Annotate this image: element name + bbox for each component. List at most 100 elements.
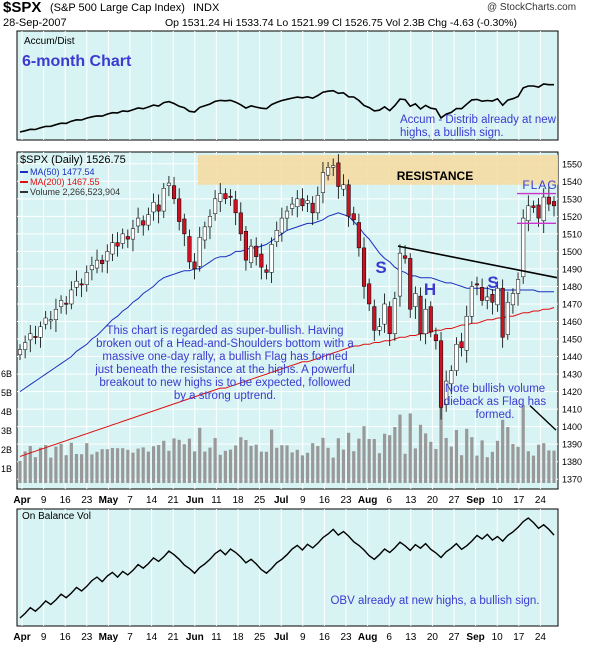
- candle-down: [310, 202, 315, 214]
- candle-up: [290, 203, 295, 209]
- volume-bar: [372, 439, 376, 483]
- volume-bar: [480, 440, 484, 483]
- volume-bar: [23, 451, 27, 483]
- volume-bar: [485, 457, 489, 483]
- candle-up: [541, 196, 546, 221]
- volume-bar: [382, 433, 387, 483]
- x-axis-label: 23: [340, 495, 352, 506]
- volume-bar: [526, 451, 530, 483]
- volume-bar: [239, 437, 243, 483]
- ohlc-readout: Op 1531.24 Hi 1533.74 Lo 1521.99 Cl 1526…: [165, 17, 517, 29]
- candle-down: [264, 269, 269, 273]
- volume-bar: [418, 424, 423, 483]
- x-axis-label-bottom: 20: [427, 632, 439, 643]
- candle-down: [474, 283, 480, 286]
- price-tick-label: 1440: [562, 352, 582, 362]
- volume-bar: [439, 398, 443, 483]
- candle-down: [238, 212, 243, 235]
- candle-down: [387, 306, 392, 335]
- candle-up: [105, 251, 110, 262]
- volume-bar: [347, 432, 351, 483]
- volume-dieback-arrow: [529, 405, 557, 431]
- candle-up: [48, 319, 53, 322]
- volume-bar: [542, 443, 546, 483]
- volume-tick-label: 1B: [1, 464, 12, 474]
- candle-up: [397, 252, 403, 297]
- volume-bar: [352, 451, 356, 483]
- x-axis-label: May: [99, 495, 119, 506]
- candle-up: [454, 344, 459, 371]
- volume-bar: [182, 444, 186, 483]
- volume-bar: [305, 452, 310, 483]
- candle-down: [536, 204, 541, 219]
- candle-down: [192, 261, 197, 270]
- price-tick-label: 1530: [562, 194, 582, 204]
- volume-tick-label: 5B: [1, 388, 12, 398]
- candle-down: [500, 287, 505, 338]
- volume-bar: [28, 446, 32, 483]
- volume-bar: [157, 445, 161, 483]
- volume-bar: [80, 454, 84, 483]
- x-axis-label-bottom: Jun: [186, 632, 204, 643]
- neckline: [397, 245, 558, 279]
- candle-down: [115, 242, 120, 247]
- candle-down: [79, 283, 84, 286]
- volume-bar: [100, 449, 104, 483]
- volume-tick-label: 4B: [1, 407, 12, 417]
- candle-up: [510, 293, 515, 306]
- main-note: This chart is regarded as super-bullish.…: [95, 325, 355, 402]
- candle-down: [228, 195, 233, 198]
- price-tick-label: 1370: [562, 475, 582, 485]
- volume-bar: [531, 455, 536, 483]
- x-axis-label: 14: [146, 495, 158, 506]
- candle-down: [243, 230, 248, 261]
- candle-up: [94, 259, 100, 269]
- candle-up: [505, 301, 510, 335]
- candle-down: [367, 283, 372, 305]
- candle-down: [551, 201, 557, 207]
- candle-down: [480, 287, 485, 301]
- x-axis-label-bottom: 14: [146, 632, 158, 643]
- price-tick-label: 1510: [562, 229, 582, 239]
- price-tick-label: 1400: [562, 422, 582, 432]
- volume-bar: [167, 450, 171, 483]
- volume-bar: [90, 454, 94, 483]
- x-axis-label-bottom: 25: [254, 632, 266, 643]
- accum-dist-label: Accum/Dist: [24, 36, 75, 47]
- candle-down: [259, 253, 264, 268]
- volume-bar: [470, 437, 474, 483]
- volume-bar: [234, 445, 238, 483]
- volume-bar: [249, 445, 253, 483]
- candle-up: [151, 202, 156, 213]
- x-axis-label: Jul: [274, 495, 289, 506]
- volume-bar: [311, 443, 315, 483]
- volume-bar: [290, 452, 294, 483]
- price-legend-entry: MA(50) 1477.54: [30, 167, 95, 177]
- volume-bar: [254, 444, 258, 483]
- volume-bar: [516, 446, 520, 483]
- volume-bar: [465, 428, 469, 483]
- volume-bar: [434, 449, 438, 483]
- candle-down: [233, 199, 238, 214]
- volume-bar: [146, 451, 150, 483]
- candle-down: [372, 306, 377, 331]
- candle-up: [526, 205, 531, 221]
- x-axis-label-bottom: 23: [81, 632, 93, 643]
- candle-up: [120, 233, 125, 244]
- candle-down: [100, 259, 105, 264]
- candle-down: [223, 193, 228, 200]
- volume-bar: [362, 426, 366, 483]
- x-axis-label-bottom: 10: [492, 632, 504, 643]
- candle-down: [336, 162, 341, 187]
- x-axis-label: 7: [127, 495, 133, 506]
- volume-bar: [74, 454, 79, 483]
- flag-label: FLAG: [522, 178, 557, 192]
- candle-up: [331, 165, 336, 168]
- price-legend-entry: MA(200) 1467.55: [30, 177, 100, 187]
- price-tick-label: 1450: [562, 335, 582, 345]
- volume-bar: [162, 440, 166, 483]
- volume-bar: [295, 449, 299, 483]
- price-tick-label: 1470: [562, 299, 582, 309]
- candle-up: [74, 280, 79, 288]
- candle-up: [213, 198, 218, 214]
